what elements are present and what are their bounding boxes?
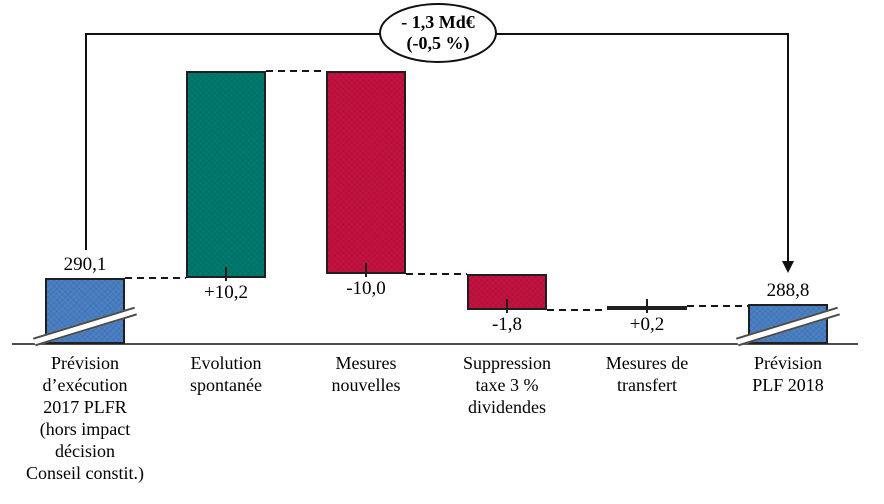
value-label-evolution-spontanee: +10,2 [204,282,248,303]
connector-dash-2 [406,272,467,275]
axis-tick-mesures-de-transfert [646,299,648,314]
annotation-amount: - 1,3 Md€ [401,12,475,32]
category-label-prevision-plf-2018: Prévision PLF 2018 [706,352,870,396]
category-label-line: taxe 3 % [475,375,539,395]
total-change-annotation: - 1,3 Md€ (-0,5 %) [379,3,497,63]
category-label-suppression-taxe-dividendes: Suppression taxe 3 % dividendes [425,352,589,418]
category-label-line: nouvelles [331,375,401,395]
category-label-line: (hors impact [39,419,131,439]
x-axis-line [12,343,858,345]
category-label-line: d’exécution [42,375,128,395]
category-label-line: Mesures de [605,353,689,373]
bracket-left-line [85,33,87,250]
category-label-line: PLF 2018 [752,375,824,395]
category-label-line: Evolution [190,353,262,373]
category-label-line: Suppression [462,353,551,373]
axis-tick-mesures-nouvelles [365,262,367,277]
bar-evolution-spontanee [186,70,266,278]
category-label-mesures-de-transfert: Mesures de transfert [565,352,729,396]
category-label-line: Prévision [50,353,119,373]
bar-mesures-nouvelles [326,70,406,274]
bracket-arrow-line [787,33,789,261]
axis-tick-suppression-taxe-dividendes [506,299,508,314]
axis-tick-evolution-spontanee [225,267,227,281]
value-label-prevision-plf-2018: 288,8 [766,280,810,302]
category-label-line: Prévision [753,353,822,373]
category-label-prevision-2017-plfr: Prévision d’exécution 2017 PLFR (hors impac… [3,352,167,484]
category-label-line: Mesures [335,353,397,373]
category-label-evolution-spontanee: Evolution spontanée [144,352,308,396]
connector-dash-0 [125,277,186,279]
category-label-line: spontanée [190,375,262,395]
connector-dash-1 [266,69,326,72]
annotation-percent: (-0,5 %) [406,33,470,53]
value-label-mesures-de-transfert: +0,2 [629,314,665,336]
category-label-mesures-nouvelles: Mesures nouvelles [284,352,448,396]
category-label-line: Conseil constit.) [26,463,144,483]
connector-dash-4 [687,305,748,308]
category-label-line: transfert [617,375,677,395]
value-label-suppression-taxe-dividendes: -1,8 [491,314,523,336]
category-label-line: 2017 PLFR [43,397,127,417]
connector-dash-3 [547,309,607,312]
value-label-mesures-nouvelles: -10,0 [346,277,386,299]
value-label-prevision-2017-plfr: 290,1 [63,254,107,275]
category-label-line: décision [55,441,115,461]
category-label-line: dividendes [468,397,546,417]
arrow-down-icon [782,261,794,273]
